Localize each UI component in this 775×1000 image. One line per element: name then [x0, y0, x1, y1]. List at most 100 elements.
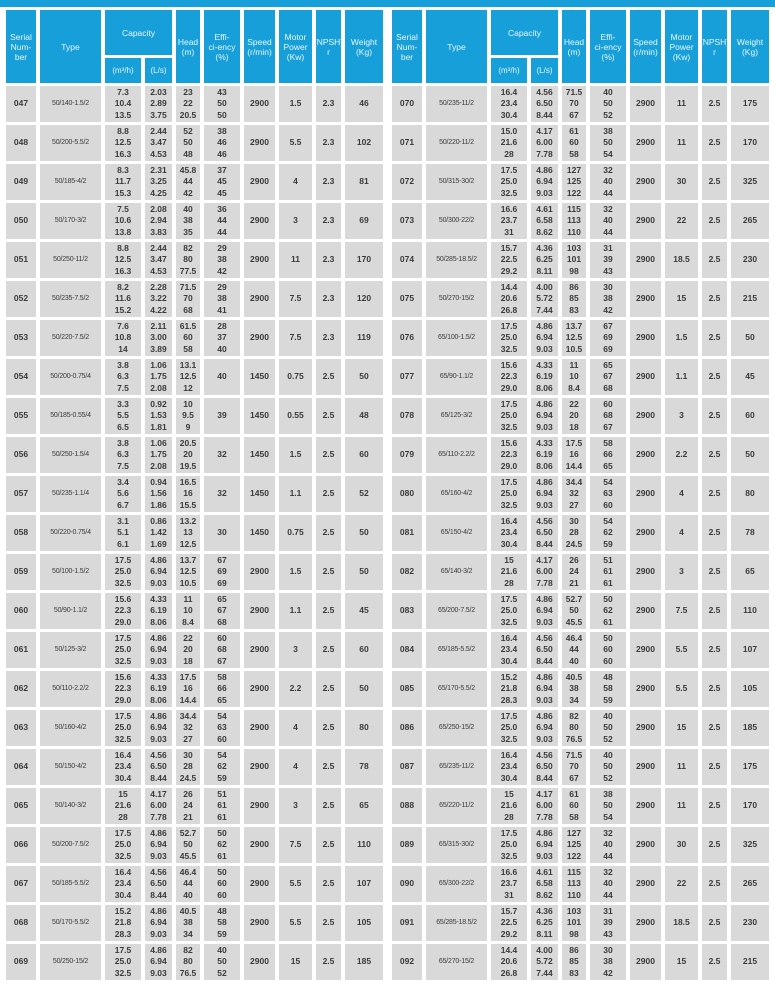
- table-body: 070 50/235-11/2 16.4 23.4 30.4 4.56 6.50 8.44 71…: [392, 86, 769, 980]
- cell-serial: 061: [6, 632, 36, 668]
- cell-weight: 185: [731, 710, 769, 746]
- cell-npsh: 2.3: [316, 281, 341, 317]
- cell-capacity-ls: 4.86 6.94 9.03: [145, 827, 172, 863]
- cell-efficiency: 60 68 67: [590, 398, 626, 434]
- cell-npsh: 2.5: [702, 203, 727, 239]
- cell-capacity-ls: 4.00 5.72 7.44: [531, 281, 558, 317]
- cell-capacity-ls: 4.56 6.50 8.44: [145, 866, 172, 902]
- cell-efficiency: 40 50 52: [590, 86, 626, 122]
- cell-speed: 1450: [244, 359, 275, 395]
- cell-speed: 2900: [244, 788, 275, 824]
- cell-capacity-m3h: 15 21.6 28: [491, 788, 527, 824]
- col-header-npsh: (NPSH) r: [700, 10, 729, 83]
- cell-weight: 65: [345, 788, 383, 824]
- cell-weight: 60: [731, 398, 769, 434]
- cell-capacity-m3h: 3.8 6.3 7.5: [105, 437, 141, 473]
- table-row: 053 50/220-7.5/2 7.6 10.8 14 2.11 3.00 3.89 61.5…: [6, 320, 383, 356]
- table-row: 067 50/185-5.5/2 16.4 23.4 30.4 4.56 6.50 8.44 4…: [6, 866, 383, 902]
- cell-weight: 175: [731, 86, 769, 122]
- cell-serial: 084: [392, 632, 422, 668]
- cell-speed: 2900: [630, 86, 661, 122]
- cell-speed: 2900: [244, 320, 275, 356]
- col-header-efficiency: Effi- ci-ency (%): [590, 10, 626, 83]
- cell-motor-power: 3: [665, 398, 698, 434]
- cell-serial: 078: [392, 398, 422, 434]
- cell-speed: 2900: [630, 398, 661, 434]
- cell-motor-power: 0.75: [279, 359, 312, 395]
- cell-head: 71.5 70 68: [176, 281, 200, 317]
- pump-spec-tables: Serial Num- ber Type Capacity (m³/h) (L/…: [0, 7, 775, 980]
- cell-head: 61 60 58: [562, 788, 586, 824]
- col-header-capacity: Capacity: [491, 10, 558, 55]
- cell-type: 50/250-11/2: [40, 242, 101, 278]
- cell-capacity-m3h: 15.0 21.6 28: [491, 125, 527, 161]
- cell-head: 86 85 83: [562, 281, 586, 317]
- cell-speed: 2900: [630, 593, 661, 629]
- cell-speed: 2900: [630, 515, 661, 551]
- cell-speed: 2900: [244, 281, 275, 317]
- cell-weight: 107: [731, 632, 769, 668]
- cell-speed: 2900: [244, 203, 275, 239]
- cell-serial: 059: [6, 554, 36, 590]
- cell-efficiency: 48 58 59: [204, 905, 240, 941]
- cell-motor-power: 1.1: [665, 359, 698, 395]
- cell-weight: 230: [731, 242, 769, 278]
- cell-serial: 076: [392, 320, 422, 356]
- table-row: 077 65/90-1.1/2 15.6 22.3 29.0 4.33 6.19 8.06 11…: [392, 359, 769, 395]
- cell-type: 50/185-5.5/2: [40, 866, 101, 902]
- cell-npsh: 2.5: [316, 671, 341, 707]
- cell-efficiency: 54 62 59: [590, 515, 626, 551]
- cell-efficiency: 40: [204, 359, 240, 395]
- cell-capacity-ls: 2.28 3.22 4.22: [145, 281, 172, 317]
- cell-serial: 049: [6, 164, 36, 200]
- cell-weight: 215: [731, 281, 769, 317]
- cell-efficiency: 40 50 52: [590, 749, 626, 785]
- cell-efficiency: 67 69 69: [590, 320, 626, 356]
- cell-npsh: 2.5: [702, 437, 727, 473]
- table-row: 052 50/235-7.5/2 8.2 11.6 15.2 2.28 3.22 4.22 71…: [6, 281, 383, 317]
- cell-efficiency: 43 50 50: [204, 86, 240, 122]
- cell-speed: 2900: [244, 671, 275, 707]
- cell-weight: 52: [345, 476, 383, 512]
- cell-weight: 230: [731, 905, 769, 941]
- cell-head: 103 101 98: [562, 905, 586, 941]
- cell-capacity-m3h: 15.7 22.5 29.2: [491, 905, 527, 941]
- table-row: 084 65/185-5.5/2 16.4 23.4 30.4 4.56 6.50 8.44 4…: [392, 632, 769, 668]
- cell-serial: 091: [392, 905, 422, 941]
- cell-capacity-m3h: 15.2 21.8 28.3: [491, 671, 527, 707]
- cell-serial: 085: [392, 671, 422, 707]
- cell-head: 16.5 16 15.5: [176, 476, 200, 512]
- cell-type: 50/110-2.2/2: [40, 671, 101, 707]
- cell-capacity-m3h: 14.4 20.6 26.8: [491, 281, 527, 317]
- cell-type: 50/250-1.5/4: [40, 437, 101, 473]
- cell-speed: 2900: [244, 242, 275, 278]
- cell-type: 50/90-1.1/2: [40, 593, 101, 629]
- cell-capacity-m3h: 14.4 20.6 26.8: [491, 944, 527, 980]
- cell-efficiency: 67 69 69: [204, 554, 240, 590]
- cell-type: 65/125-3/2: [426, 398, 487, 434]
- cell-npsh: 2.5: [702, 554, 727, 590]
- table-row: 065 50/140-3/2 15 21.6 28 4.17 6.00 7.78 26 24 21 5…: [6, 788, 383, 824]
- cell-weight: 69: [345, 203, 383, 239]
- cell-npsh: 2.3: [316, 320, 341, 356]
- cell-capacity-m3h: 17.5 25.0 32.5: [491, 320, 527, 356]
- cell-weight: 265: [731, 866, 769, 902]
- cell-motor-power: 1.5: [279, 554, 312, 590]
- cell-serial: 058: [6, 515, 36, 551]
- cell-type: 50/185-4/2: [40, 164, 101, 200]
- cell-head: 61.5 60 58: [176, 320, 200, 356]
- cell-type: 65/185-5.5/2: [426, 632, 487, 668]
- cell-type: 50/315-30/2: [426, 164, 487, 200]
- col-header-m3h: (m³/h): [491, 58, 527, 83]
- cell-type: 65/160-4/2: [426, 476, 487, 512]
- cell-weight: 81: [345, 164, 383, 200]
- cell-serial: 057: [6, 476, 36, 512]
- cell-capacity-ls: 4.36 6.25 8.11: [531, 905, 558, 941]
- cell-type: 50/250-15/2: [40, 944, 101, 980]
- col-header-m3h: (m³/h): [105, 58, 141, 83]
- cell-type: 65/315-30/2: [426, 827, 487, 863]
- table-header: Serial Num- ber Type Capacity (m³/h) (L/…: [6, 10, 383, 83]
- cell-motor-power: 11: [665, 86, 698, 122]
- cell-weight: 78: [345, 749, 383, 785]
- cell-capacity-m3h: 3.1 5.1 6.1: [105, 515, 141, 551]
